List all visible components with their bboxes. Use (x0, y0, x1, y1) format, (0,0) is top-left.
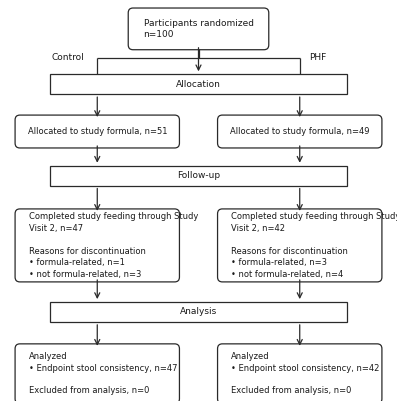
Text: Control: Control (51, 53, 84, 62)
FancyBboxPatch shape (15, 209, 179, 282)
Text: Allocated to study formula, n=51: Allocated to study formula, n=51 (27, 127, 167, 136)
FancyBboxPatch shape (128, 8, 269, 50)
Text: Allocated to study formula, n=49: Allocated to study formula, n=49 (230, 127, 370, 136)
Text: Allocation: Allocation (176, 80, 221, 89)
Text: Completed study feeding through Study
Visit 2, n=42

Reasons for discontinuation: Completed study feeding through Study Vi… (231, 212, 397, 279)
Bar (50, 166, 347, 186)
Text: Analysis: Analysis (180, 308, 217, 316)
FancyBboxPatch shape (15, 344, 179, 401)
FancyBboxPatch shape (218, 115, 382, 148)
Bar (50, 74, 347, 94)
FancyBboxPatch shape (15, 115, 179, 148)
Text: PHF: PHF (309, 53, 326, 62)
FancyBboxPatch shape (218, 209, 382, 282)
Text: Participants randomized
n=100: Participants randomized n=100 (143, 19, 254, 39)
Bar (50, 302, 347, 322)
Text: Analyzed
• Endpoint stool consistency, n=47

Excluded from analysis, n=0: Analyzed • Endpoint stool consistency, n… (29, 352, 177, 395)
Text: Analyzed
• Endpoint stool consistency, n=42

Excluded from analysis, n=0: Analyzed • Endpoint stool consistency, n… (231, 352, 380, 395)
FancyBboxPatch shape (218, 344, 382, 401)
Text: Completed study feeding through Study
Visit 2, n=47

Reasons for discontinuation: Completed study feeding through Study Vi… (29, 212, 198, 279)
Text: Follow-up: Follow-up (177, 171, 220, 180)
